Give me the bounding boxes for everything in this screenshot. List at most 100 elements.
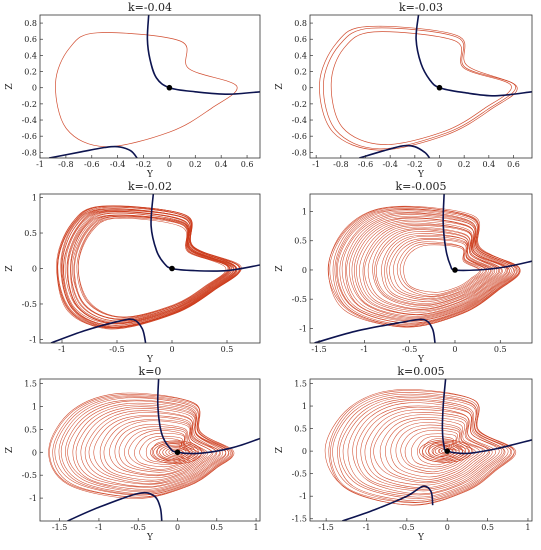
plot-frame	[309, 378, 533, 522]
orbit-loop	[400, 427, 474, 473]
orbit-loop	[403, 244, 480, 293]
plot-area	[48, 379, 260, 521]
x-tick-label: -0.8	[333, 160, 348, 169]
y-tick-label: -1	[299, 492, 307, 501]
equilibrium-point	[169, 265, 175, 272]
x-tick-label: -0.4	[382, 160, 397, 169]
y-tick-label: -0.2	[22, 100, 37, 109]
orbit-loop	[52, 395, 233, 498]
manifold-upper-curve	[146, 15, 260, 96]
x-tick-label: 0.5	[494, 345, 507, 354]
orbit-loop	[72, 404, 223, 490]
manifold-lower-curve	[67, 491, 163, 521]
equilibrium-point	[444, 448, 451, 454]
manifold-upper-curve	[441, 379, 532, 455]
x-tick-label: -0.4	[110, 160, 125, 169]
orbit-loop	[356, 221, 506, 315]
y-tick-label: 0.4	[294, 51, 307, 60]
x-tick-label: -0.5	[399, 523, 414, 532]
orbit-loop	[67, 402, 227, 492]
y-tick-label: -1.5	[292, 515, 307, 524]
orbit-loop	[76, 216, 230, 318]
orbit-loop	[74, 215, 230, 320]
orbit-loop	[427, 442, 457, 460]
x-tick-label: -0.5	[130, 523, 145, 532]
orbit-core-loop	[153, 441, 199, 463]
plot-area	[50, 194, 260, 343]
plot-frame	[309, 14, 533, 159]
y-tick-label: -0.4	[292, 116, 307, 125]
x-tick-label: -1	[36, 160, 44, 169]
orbit-loop	[75, 406, 221, 488]
panel-title: k=0	[139, 365, 162, 378]
orbit-loop	[341, 212, 514, 321]
x-tick-label: 0	[445, 523, 450, 532]
orbit-loop	[364, 225, 501, 311]
x-tick-label: 0	[452, 345, 457, 354]
manifold-lower-curve	[359, 144, 431, 158]
y-axis-label: Z	[275, 83, 285, 89]
orbit-loop	[336, 209, 518, 324]
plot-area	[319, 15, 532, 158]
orbit-core-loop	[431, 444, 460, 458]
orbit-loop	[379, 417, 486, 482]
orbit-loop	[339, 397, 509, 499]
x-axis-label: Y	[417, 170, 425, 180]
orbit-loop	[99, 416, 212, 481]
orbit-core-loop	[428, 443, 463, 459]
y-tick-label: 1.5	[24, 380, 37, 389]
orbit-core-loop	[162, 445, 190, 459]
orbit-loop	[354, 219, 508, 316]
orbit-loop	[342, 398, 506, 498]
panel-title: k=-0.02	[128, 180, 172, 193]
x-tick-label: 0.5	[210, 523, 223, 532]
orbit-core-loop	[437, 447, 454, 455]
plot-frame	[39, 378, 261, 522]
x-tick-label: 0	[437, 160, 442, 169]
x-tick-label: 0	[167, 160, 172, 169]
orbit-core-loop	[159, 444, 193, 460]
x-axis-label: Y	[417, 355, 425, 365]
orbit-loop	[63, 210, 236, 325]
x-axis-label: Y	[146, 355, 154, 365]
orbit-loop	[337, 395, 512, 501]
orbit-loop	[72, 215, 230, 320]
orbit-loop	[330, 31, 512, 145]
orbit-loop	[395, 424, 476, 474]
x-tick-label: -1.5	[318, 523, 333, 532]
orbit-loop	[55, 32, 238, 148]
y-tick-label: -1	[29, 494, 37, 503]
orbit-loop	[373, 414, 489, 484]
orbit-core-loop	[165, 447, 187, 458]
y-tick-label: 1	[302, 208, 307, 217]
orbit-loop	[65, 400, 227, 493]
equilibrium-point	[436, 84, 443, 91]
x-tick-label: -1	[363, 523, 371, 532]
orbit-loop	[393, 239, 486, 298]
panel-6: -1.5 -1 -0.5 0 0.5 1 1.5 1 0.5 0 -0.5 -1 -1.5 k=0.005…	[275, 365, 533, 543]
y-tick-label: 0	[32, 265, 37, 274]
y-tick-label: 0.5	[24, 425, 37, 434]
x-axis-label: Y	[146, 533, 154, 543]
x-tick-label: -0.2	[136, 160, 151, 169]
orbit-loop	[334, 209, 518, 325]
y-tick-label: -0.5	[22, 471, 37, 480]
orbit-loop	[390, 422, 480, 478]
y-tick-label: 0.5	[24, 229, 37, 238]
orbit-loop	[77, 217, 229, 318]
orbit-core-loop	[422, 440, 470, 462]
orbit-loop	[372, 228, 498, 308]
orbit-loop	[57, 205, 241, 329]
y-tick-label: 1	[32, 402, 37, 411]
orbit-loop	[80, 408, 220, 487]
orbit-loop	[93, 415, 214, 483]
orbit-loop	[61, 208, 237, 326]
x-tick-label: -0.5	[109, 345, 124, 354]
panel-title: k=-0.04	[128, 1, 172, 14]
manifold-lower-curve	[342, 485, 434, 521]
y-tick-label: 1	[32, 194, 37, 203]
orbit-loop	[396, 241, 484, 297]
y-tick-label: 0	[32, 448, 37, 457]
y-tick-label: 0	[32, 84, 37, 93]
